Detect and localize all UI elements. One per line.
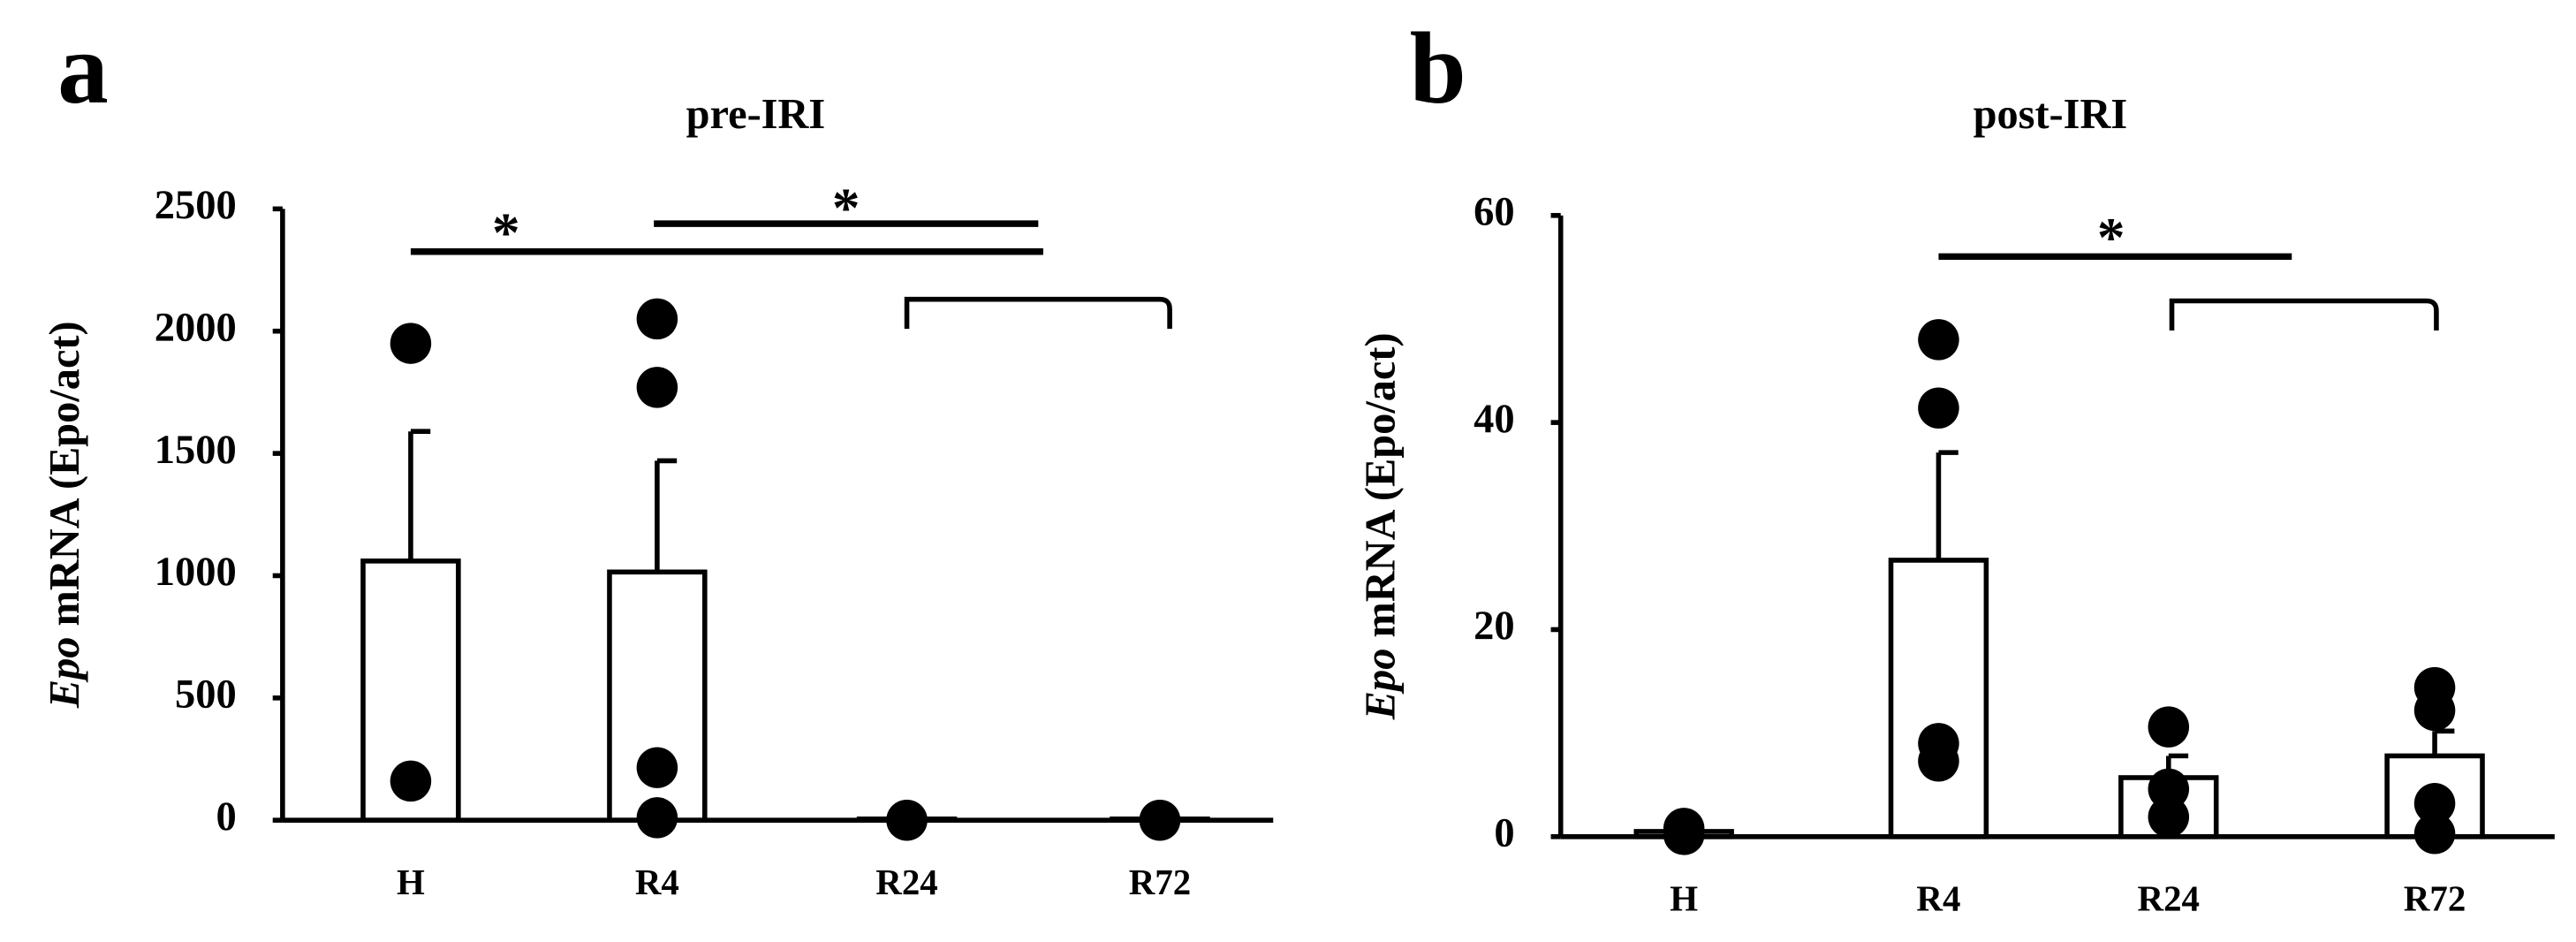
y-axis-label-italic: Epo: [1358, 649, 1405, 721]
data-point: [2413, 813, 2456, 855]
chart-title: post-IRI: [1974, 91, 2128, 138]
data-point: [1918, 741, 1959, 782]
y-tick-label: 20: [1474, 604, 1514, 649]
data-point: [2413, 689, 2456, 732]
data-point: [636, 367, 678, 408]
significance-star: *: [832, 177, 860, 239]
x-tick-label: R24: [875, 862, 937, 902]
x-tick-label: H: [397, 862, 425, 902]
bracket: [904, 296, 1172, 330]
data-point: [2148, 796, 2190, 838]
data-point: [2413, 783, 2456, 824]
y-tick-label: 1000: [155, 550, 237, 595]
y-tick-label: 2500: [155, 183, 237, 228]
x-tick-label: H: [1670, 879, 1698, 919]
bracket: [2169, 298, 2439, 330]
y-tick-label: 0: [1494, 810, 1514, 855]
data-point: [390, 323, 432, 364]
y-tick-label: 2000: [155, 305, 237, 350]
panel-label: a: [57, 11, 109, 125]
data-point: [1918, 387, 1959, 429]
y-tick-label: 40: [1474, 397, 1514, 442]
data-point: [636, 747, 678, 788]
y-axis-label-italic: Epo: [42, 637, 88, 710]
y-tick-label: 500: [175, 672, 237, 717]
y-tick-label: 0: [216, 794, 237, 839]
data-point: [636, 298, 678, 340]
x-tick-label: R24: [2138, 879, 2200, 919]
data-point: [2148, 706, 2190, 748]
panel-label: b: [1410, 11, 1466, 125]
data-point: [390, 760, 432, 802]
significance-star: *: [492, 201, 520, 263]
chart-title: pre-IRI: [686, 91, 826, 138]
y-axis-label-text: mRNA (Epo/act): [42, 321, 88, 626]
y-tick-label: 60: [1474, 189, 1514, 234]
x-tick-label: R4: [1916, 879, 1960, 919]
y-axis-label-text: mRNA (Epo/act): [1358, 332, 1405, 637]
bar: [1888, 558, 1989, 839]
x-tick-label: R72: [1129, 862, 1191, 902]
x-tick-label: R72: [2404, 879, 2466, 919]
x-tick-label: R4: [635, 862, 679, 902]
data-point: [1918, 319, 1959, 361]
y-axis-label: Epo mRNA (Epo/act): [1358, 332, 1405, 720]
y-tick-label: 1500: [155, 428, 237, 473]
significance-star: *: [2097, 207, 2125, 269]
y-axis-label: Epo mRNA (Epo/act): [42, 321, 88, 709]
